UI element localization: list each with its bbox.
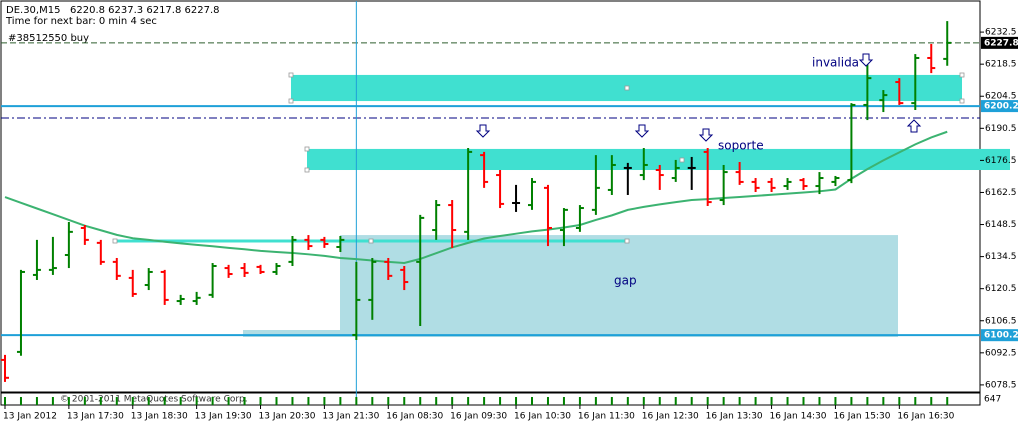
x-tick-label: 16 Jan 08:30 — [386, 412, 443, 422]
timer: Time for next bar: 0 min 4 sec — [5, 16, 157, 27]
x-tick-label: 13 Jan 17:30 — [67, 412, 124, 422]
y-tick-label: 6148.5 — [985, 220, 1017, 230]
y-tick-label: 6176.5 — [985, 156, 1017, 166]
handle — [624, 85, 630, 91]
x-tick-label: 16 Jan 10:30 — [514, 412, 571, 422]
handle — [679, 157, 685, 163]
annotation: soporte — [718, 139, 764, 153]
y-tick-label: 6190.5 — [985, 124, 1017, 134]
y-tick-label: 6134.5 — [985, 252, 1017, 262]
handle — [959, 98, 965, 104]
x-tick-label: 13 Jan 21:30 — [322, 412, 379, 422]
x-tick-label: 13 Jan 18:30 — [131, 412, 188, 422]
handle — [288, 98, 294, 104]
arrow — [698, 128, 714, 142]
arrow — [634, 124, 650, 138]
x-tick-label: 13 Jan 19:30 — [195, 412, 252, 422]
copyright: © 2001-2011 MetaQuotes Software Corp. — [60, 395, 248, 405]
x-tick-label: 16 Jan 15:30 — [833, 412, 890, 422]
handle — [288, 72, 294, 78]
order-label: #38512550 buy — [8, 33, 89, 44]
ohlc-text: 6220.8 6237.3 6217.8 6227.8 — [70, 5, 220, 16]
moving-average — [4, 130, 948, 265]
x-tick-label: 13 Jan 20:30 — [259, 412, 316, 422]
subwindow-label: 647 — [984, 395, 1001, 405]
level-box — [981, 36, 1018, 49]
x-tick-label: 16 Jan 14:30 — [770, 412, 827, 422]
arrow — [858, 53, 874, 67]
x-tick-label: 16 Jan 11:30 — [578, 412, 635, 422]
level-label: 6200.2 — [984, 102, 1018, 112]
gap-base — [547, 330, 898, 337]
x-tick-label: 16 Jan 12:30 — [642, 412, 699, 422]
annotation: invalida — [812, 56, 859, 70]
level-label: 6227.8 — [984, 38, 1018, 48]
handle — [368, 238, 374, 244]
y-tick-label: 6120.5 — [985, 284, 1017, 294]
arrow — [475, 124, 491, 138]
zone — [340, 235, 898, 338]
x-tick-label: 16 Jan 09:30 — [450, 412, 507, 422]
handle — [304, 167, 310, 173]
x-tick-label: 13 Jan 2012 — [3, 412, 57, 422]
y-tick-label: 6078.5 — [985, 380, 1017, 390]
level-box — [981, 329, 1018, 342]
arrow — [906, 119, 922, 133]
handle — [959, 72, 965, 78]
y-tick-label: 6218.5 — [985, 60, 1017, 70]
y-tick-label: 6204.5 — [985, 92, 1017, 102]
symbol: DE.30,M15 — [6, 5, 60, 16]
handle — [304, 146, 310, 152]
y-tick-label: 6092.5 — [985, 348, 1017, 358]
x-tick-label: 16 Jan 13:30 — [706, 412, 763, 422]
y-tick-label: 6106.5 — [985, 316, 1017, 326]
handle — [624, 238, 630, 244]
x-tick-label: 16 Jan 16:30 — [897, 412, 954, 422]
handle — [112, 238, 118, 244]
plot-frame — [0, 0, 981, 393]
annotation: gap — [614, 274, 637, 288]
level-label: 6100.2 — [984, 331, 1018, 341]
subwindow-frame — [0, 392, 981, 406]
y-tick-label: 6162.5 — [985, 188, 1017, 198]
gap-base — [243, 330, 340, 337]
zone — [307, 148, 1010, 171]
level-box — [981, 100, 1018, 113]
y-tick-label: 6232.5 — [985, 28, 1017, 38]
